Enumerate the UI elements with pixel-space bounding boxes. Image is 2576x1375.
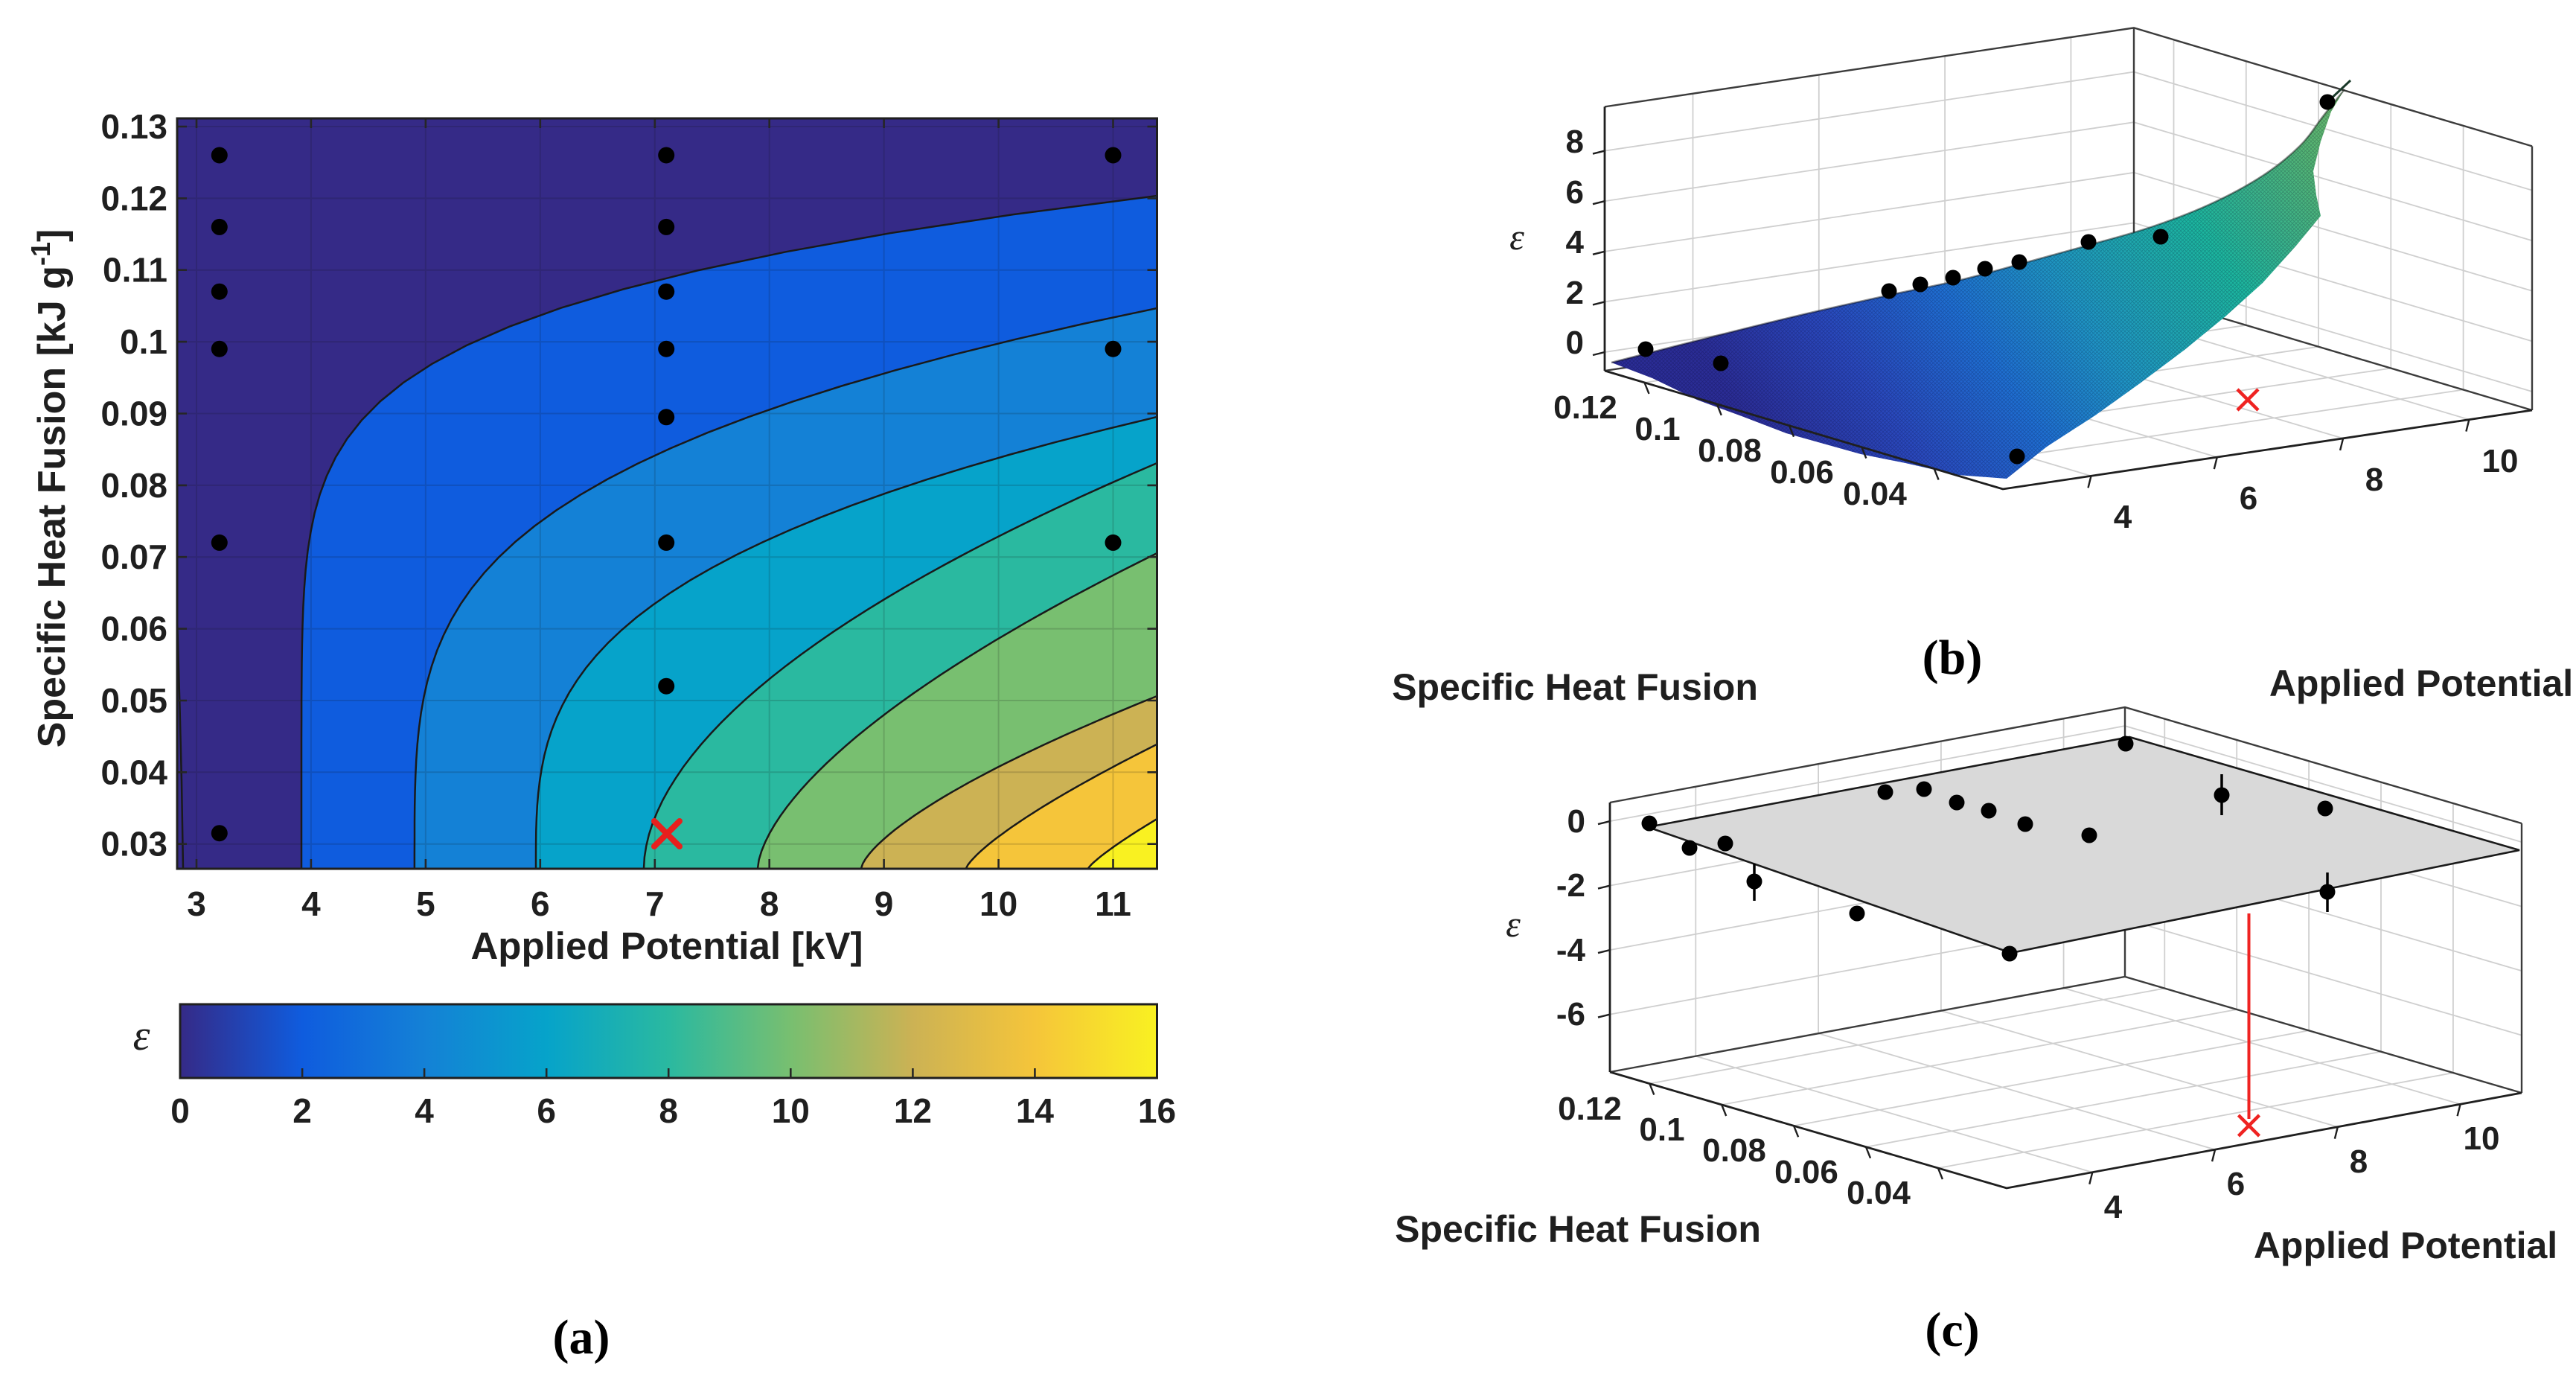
svg-text:0.04: 0.04 [1843, 476, 1907, 512]
svg-text:8: 8 [1566, 124, 1584, 160]
svg-text:16: 16 [1138, 1091, 1176, 1130]
svg-text:Specific Heat Fusion: Specific Heat Fusion [1392, 666, 1758, 708]
svg-text:Applied Potential: Applied Potential [2269, 663, 2573, 704]
svg-text:0.12: 0.12 [100, 179, 167, 217]
svg-text:0.04: 0.04 [1847, 1175, 1911, 1211]
svg-text:0.1: 0.1 [1634, 411, 1680, 447]
svg-text:(c): (c) [1925, 1303, 1979, 1357]
svg-text:8: 8 [2350, 1143, 2368, 1180]
svg-text:10: 10 [979, 884, 1017, 923]
svg-text:10: 10 [2464, 1120, 2500, 1157]
svg-text:8: 8 [760, 884, 779, 923]
svg-text:14: 14 [1016, 1091, 1055, 1130]
svg-text:5: 5 [416, 884, 435, 923]
svg-text:(a): (a) [553, 1310, 610, 1365]
svg-text:4: 4 [415, 1091, 434, 1130]
svg-text:10: 10 [772, 1091, 810, 1130]
svg-text:0.06: 0.06 [1770, 454, 1834, 491]
svg-text:0: 0 [170, 1091, 190, 1130]
svg-text:8: 8 [659, 1091, 678, 1130]
svg-text:3: 3 [187, 884, 206, 923]
svg-text:4: 4 [301, 884, 321, 923]
svg-text:0.11: 0.11 [103, 251, 167, 290]
svg-text:0.13: 0.13 [100, 107, 167, 146]
svg-text:-6: -6 [1556, 996, 1585, 1033]
svg-text:6: 6 [2227, 1166, 2245, 1202]
svg-text:0.07: 0.07 [100, 537, 167, 576]
svg-text:8: 8 [2365, 462, 2383, 498]
svg-text:0.06: 0.06 [100, 610, 167, 648]
svg-text:Specific Heat Fusion: Specific Heat Fusion [1395, 1208, 1761, 1250]
svg-text:Specific Heat Fusion [kJ g-1]: Specific Heat Fusion [kJ g-1] [25, 229, 74, 748]
svg-text:0.03: 0.03 [100, 825, 167, 864]
svg-text:0.08: 0.08 [100, 466, 167, 505]
svg-text:4: 4 [1566, 224, 1585, 261]
svg-text:-4: -4 [1556, 932, 1586, 969]
svg-text:12: 12 [894, 1091, 932, 1130]
svg-text:-2: -2 [1556, 867, 1585, 904]
svg-text:ε: ε [1506, 903, 1521, 945]
svg-text:ε: ε [1509, 216, 1524, 258]
svg-text:0.12: 0.12 [1558, 1091, 1622, 1127]
svg-text:11: 11 [1095, 884, 1131, 923]
svg-text:0.09: 0.09 [100, 395, 167, 433]
svg-text:0.1: 0.1 [120, 322, 167, 361]
svg-text:0: 0 [1567, 803, 1585, 840]
svg-text:10: 10 [2482, 443, 2519, 479]
svg-text:6: 6 [1566, 174, 1584, 211]
svg-text:9: 9 [875, 884, 894, 923]
svg-text:4: 4 [2104, 1189, 2123, 1225]
svg-text:0: 0 [1566, 325, 1584, 361]
svg-text:Applied Potential [kV]: Applied Potential [kV] [470, 925, 863, 967]
svg-text:0.08: 0.08 [1702, 1132, 1766, 1169]
svg-text:2: 2 [293, 1091, 312, 1130]
svg-text:0.06: 0.06 [1774, 1154, 1838, 1190]
svg-text:0.08: 0.08 [1698, 433, 1762, 469]
svg-text:(b): (b) [1923, 631, 1983, 685]
svg-text:6: 6 [531, 884, 550, 923]
svg-text:6: 6 [2240, 480, 2257, 517]
svg-text:4: 4 [2114, 499, 2132, 535]
svg-text:6: 6 [537, 1091, 556, 1130]
svg-text:0.1: 0.1 [1639, 1111, 1684, 1148]
svg-text:2: 2 [1566, 275, 1584, 311]
svg-text:0.05: 0.05 [100, 681, 167, 720]
svg-text:7: 7 [645, 884, 665, 923]
svg-text:0.12: 0.12 [1553, 389, 1617, 426]
svg-text:0.04: 0.04 [100, 753, 167, 791]
svg-text:ε: ε [133, 1011, 150, 1059]
svg-text:Applied Potential: Applied Potential [2254, 1225, 2557, 1266]
